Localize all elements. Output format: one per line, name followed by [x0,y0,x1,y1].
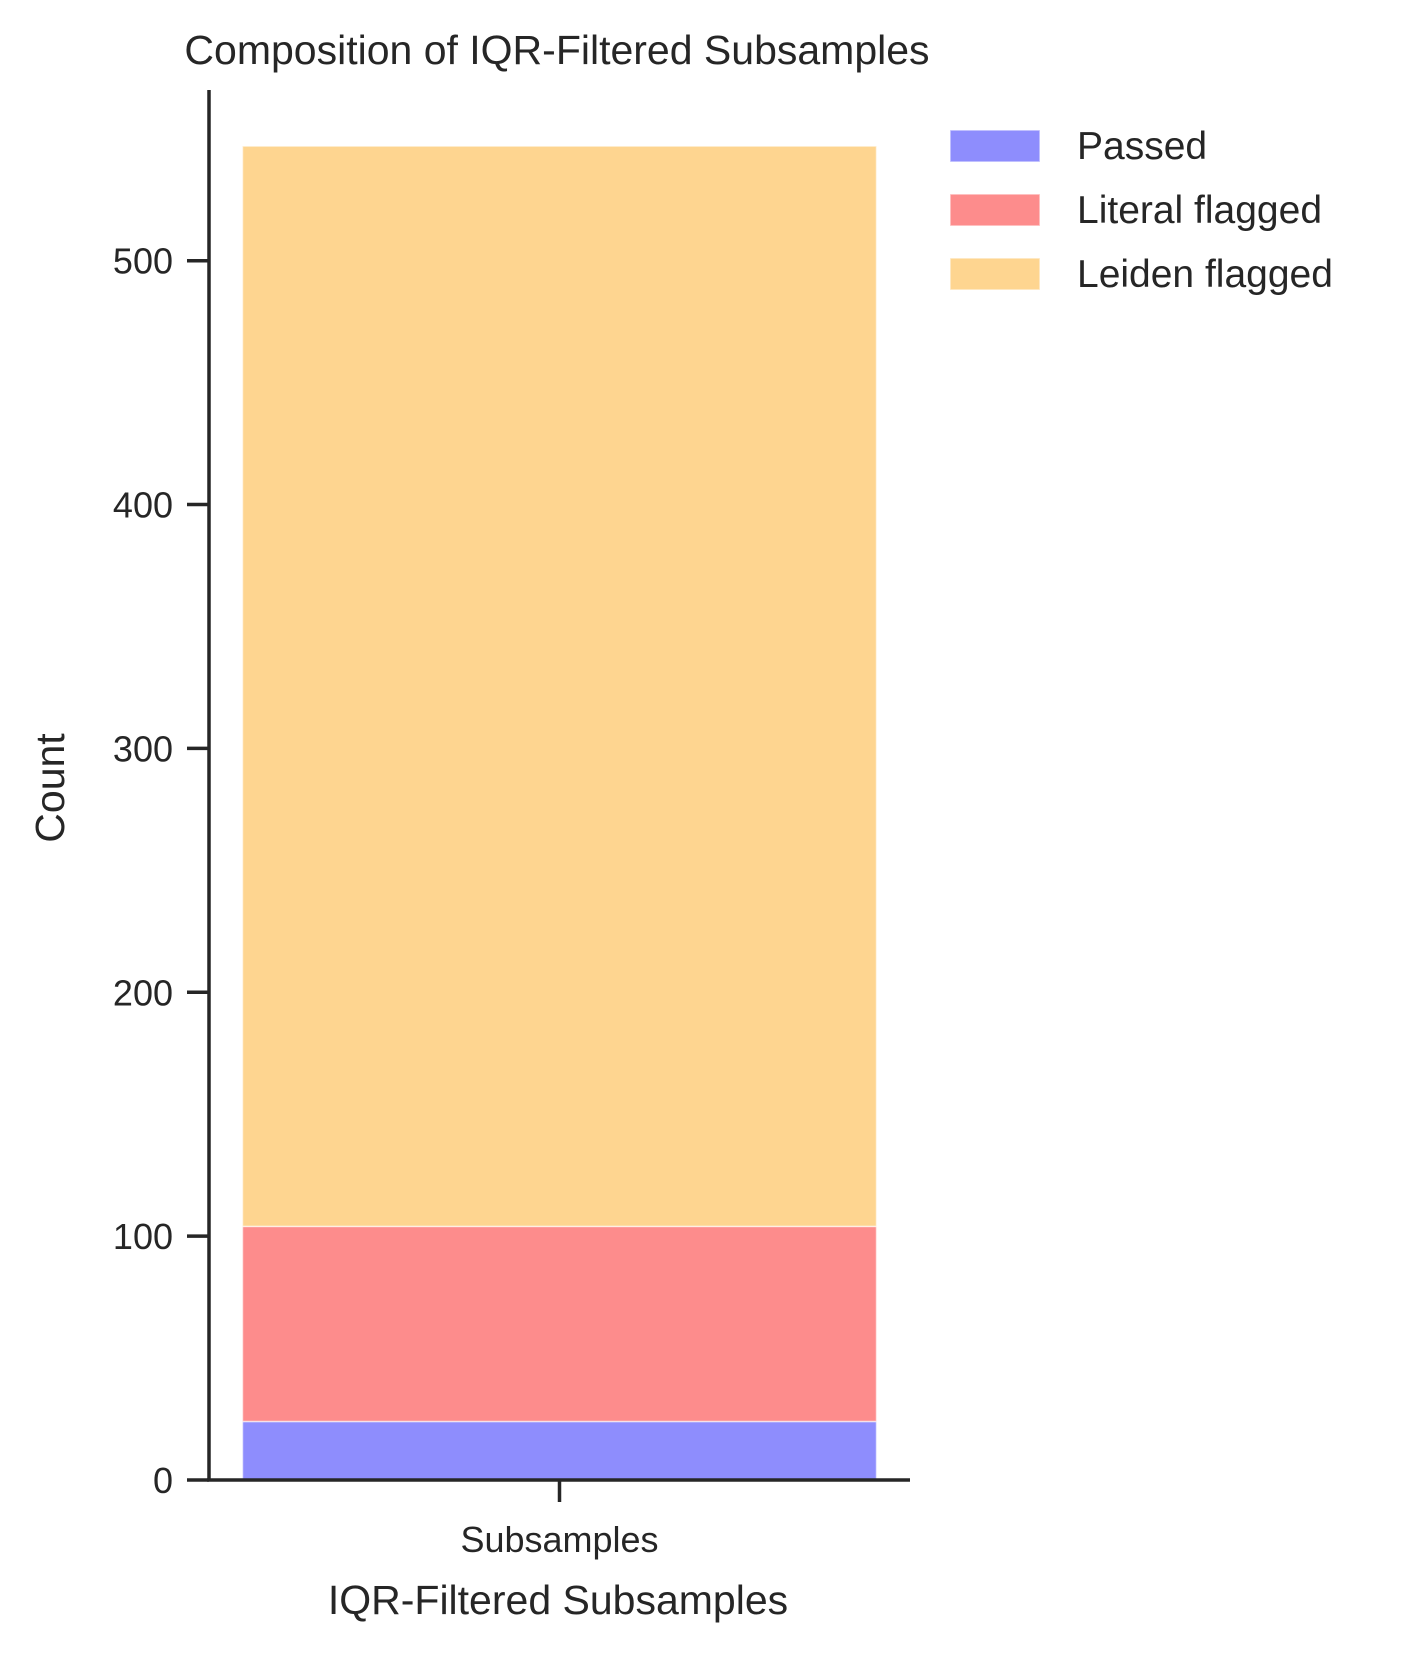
legend-swatch [949,129,1041,163]
y-tick-label: 400 [113,485,173,526]
legend: Passed Literal flagged Leiden flagged [949,125,1333,296]
y-axis-label: Count [27,733,73,843]
legend-swatch [949,257,1041,291]
y-tick-label: 200 [113,972,173,1013]
legend-label: Literal flagged [1077,189,1322,232]
bar-segment-leiden-flagged [241,145,878,1228]
legend-label: Leiden flagged [1077,253,1333,296]
legend-label: Passed [1077,125,1207,168]
x-tick-label: Subsamples [460,1519,658,1560]
bar-segment-passed [241,1420,878,1481]
y-tick-label: 100 [113,1216,173,1257]
chart-title: Composition of IQR-Filtered Subsamples [184,27,929,73]
y-tick-label: 300 [113,728,173,769]
y-tick-label: 0 [153,1460,173,1501]
y-tick-label: 500 [113,241,173,282]
bar-segment-literal-flagged [241,1225,878,1423]
bars-layer [241,145,878,1481]
ticks-layer: Subsamples 0 100 200 300 400 500 [113,241,659,1560]
legend-swatch [949,193,1041,227]
x-axis-label: IQR-Filtered Subsamples [328,1577,788,1623]
